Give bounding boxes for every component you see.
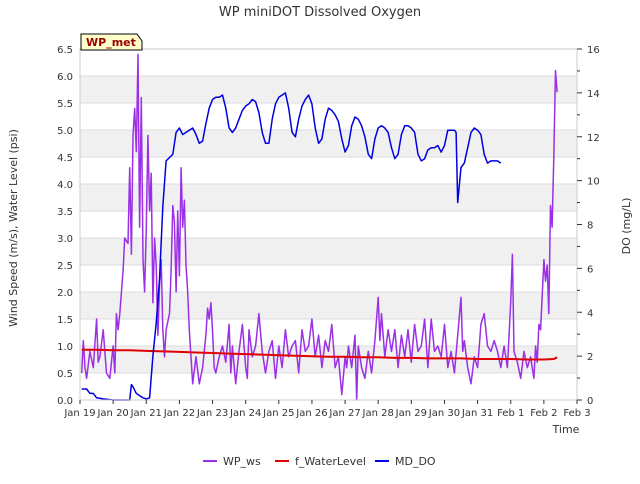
chart-title: WP miniDOT Dissolved Oxygen — [219, 5, 421, 20]
x-tick-label: Jan 22 — [163, 408, 195, 419]
x-tick-label: Jan 29 — [395, 408, 427, 419]
right-tick-label: 2 — [587, 352, 593, 363]
grid-band — [80, 103, 577, 130]
station-badge-label: WP_met — [86, 36, 136, 49]
left-tick-label: 1.0 — [57, 342, 73, 353]
legend: WP_ws f_WaterLevel MD_DO — [203, 455, 436, 468]
grid-band — [80, 130, 577, 157]
grid-band — [80, 265, 577, 292]
grid-band — [80, 373, 577, 400]
left-axis-ticks: 0.0 0.5 1.0 1.5 2.0 2.5 3.0 3.5 4.0 4.5 5.0 5.5 6.0 6… — [57, 45, 73, 407]
left-tick-label: 5.0 — [57, 126, 73, 137]
left-tick-label: 2.0 — [57, 288, 73, 299]
x-tick-label: Jan 30 — [428, 408, 460, 419]
left-tick-label: 6.5 — [57, 45, 73, 56]
x-tick-label: Feb 1 — [497, 408, 524, 419]
series-line-f-waterlevel — [81, 348, 558, 361]
right-tick-label: 6 — [587, 264, 593, 275]
background-bands — [80, 49, 577, 400]
legend-label: f_WaterLevel — [295, 455, 366, 468]
grid-band — [80, 292, 577, 319]
x-axis-label: Time — [552, 423, 580, 436]
x-tick-label: Jan 20 — [96, 408, 128, 419]
x-tick-label: Jan 25 — [262, 408, 294, 419]
grid-band — [80, 76, 577, 103]
left-tick-label: 3.5 — [57, 207, 73, 218]
right-axis-ticks: 0 2 4 6 8 10 12 14 16 — [577, 45, 600, 407]
left-tick-label: 5.5 — [57, 99, 73, 110]
station-badge: WP_met — [80, 33, 143, 51]
x-tick-label: Jan 28 — [362, 408, 394, 419]
grid-band — [80, 157, 577, 184]
right-tick-label: 0 — [587, 396, 593, 407]
series-line-wp-ws — [80, 53, 558, 401]
left-tick-label: 3.0 — [57, 234, 73, 245]
left-tick-label: 4.0 — [57, 180, 73, 191]
left-axis-label: Wind Speed (m/s), Water Level (psi) — [7, 129, 20, 327]
x-tick-label: Jan 19 — [63, 408, 95, 419]
right-tick-label: 16 — [587, 45, 600, 56]
x-tick-label: Feb 2 — [530, 408, 557, 419]
left-tick-label: 6.0 — [57, 72, 73, 83]
series-line-md-do — [81, 92, 502, 401]
right-tick-label: 4 — [587, 308, 593, 319]
right-tick-label: 8 — [587, 221, 593, 232]
grid-band — [80, 184, 577, 211]
series-layer — [80, 53, 558, 401]
legend-label: MD_DO — [395, 455, 436, 468]
left-tick-label: 1.5 — [57, 315, 73, 326]
legend-label: WP_ws — [223, 455, 261, 468]
x-axis-ticks: Jan 19 Jan 20 Jan 21 Jan 22 Jan 23 Jan 24 Jan … — [63, 400, 591, 419]
right-tick-label: 10 — [587, 177, 600, 188]
right-tick-label: 14 — [587, 89, 600, 100]
left-tick-label: 2.5 — [57, 261, 73, 272]
station-badge-shape — [80, 33, 143, 51]
grid-band — [80, 49, 577, 76]
x-tick-label: Feb 3 — [563, 408, 590, 419]
left-tick-label: 0.5 — [57, 369, 73, 380]
left-tick-label: 4.5 — [57, 153, 73, 164]
x-tick-label: Jan 31 — [461, 408, 493, 419]
grid-band — [80, 238, 577, 265]
x-tick-label: Jan 21 — [130, 408, 162, 419]
grid-band — [80, 211, 577, 238]
x-tick-label: Jan 23 — [196, 408, 228, 419]
x-tick-label: Jan 27 — [328, 408, 360, 419]
x-tick-label: Jan 26 — [295, 408, 327, 419]
x-tick-label: Jan 24 — [229, 408, 261, 419]
left-tick-label: 0.0 — [57, 396, 73, 407]
right-tick-label: 12 — [587, 133, 600, 144]
right-axis-label: DO (mg/L) — [620, 198, 633, 255]
